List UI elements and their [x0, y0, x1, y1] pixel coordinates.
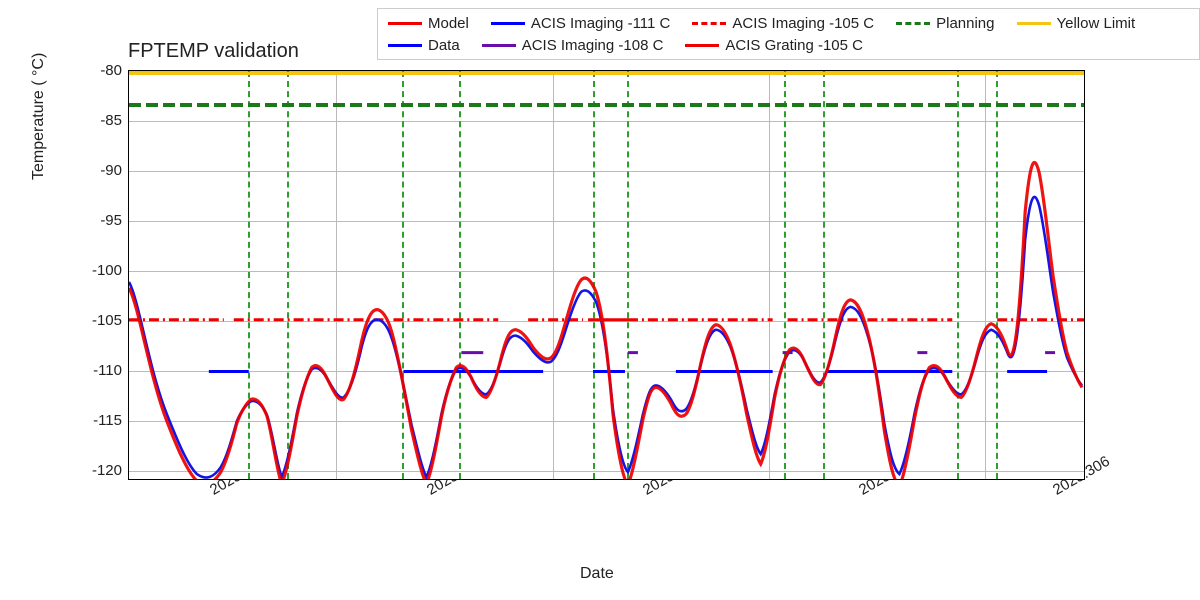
legend-entry-data: Data: [388, 37, 460, 54]
y-tick-label-2: -90: [67, 162, 122, 179]
legend-entry-acis-imaging-111: ACIS Imaging -111 C: [491, 15, 671, 32]
legend-entry-acis-imaging-108: ACIS Imaging -108 C: [482, 37, 664, 54]
y-tick-label-7: -115: [67, 412, 122, 429]
data-curves-svg: [129, 71, 1084, 479]
legend-row-1: Model ACIS Imaging -111 C ACIS Imaging -…: [388, 12, 1189, 34]
legend-box: Model ACIS Imaging -111 C ACIS Imaging -…: [377, 8, 1200, 60]
y-tick-label-6: -110: [67, 362, 122, 379]
y-axis-label: Temperature ( °C): [30, 0, 48, 180]
chart-title: FPTEMP validation: [128, 40, 299, 63]
legend-entry-acis-grating-105: ACIS Grating -105 C: [685, 37, 863, 54]
y-tick-label-1: -85: [67, 112, 122, 129]
legend-entry-yellow-limit: Yellow Limit: [1017, 15, 1136, 32]
x-axis-label: Date: [580, 565, 614, 583]
y-tick-label-4: -100: [67, 262, 122, 279]
legend-entry-model: Model: [388, 15, 469, 32]
y-tick-label-3: -95: [67, 212, 122, 229]
legend-entry-acis-imaging-105: ACIS Imaging -105 C: [692, 15, 874, 32]
y-tick-label-5: -105: [67, 312, 122, 329]
legend-entry-planning: Planning: [896, 15, 994, 32]
chart-root: FPTEMP validation Model ACIS Imaging -11…: [0, 0, 1200, 600]
y-tick-label-0: -80: [67, 62, 122, 79]
plot-area[interactable]: [128, 70, 1085, 480]
legend-row-2: Data ACIS Imaging -108 C ACIS Grating -1…: [388, 34, 1189, 56]
y-tick-label-8: -120: [67, 462, 122, 479]
